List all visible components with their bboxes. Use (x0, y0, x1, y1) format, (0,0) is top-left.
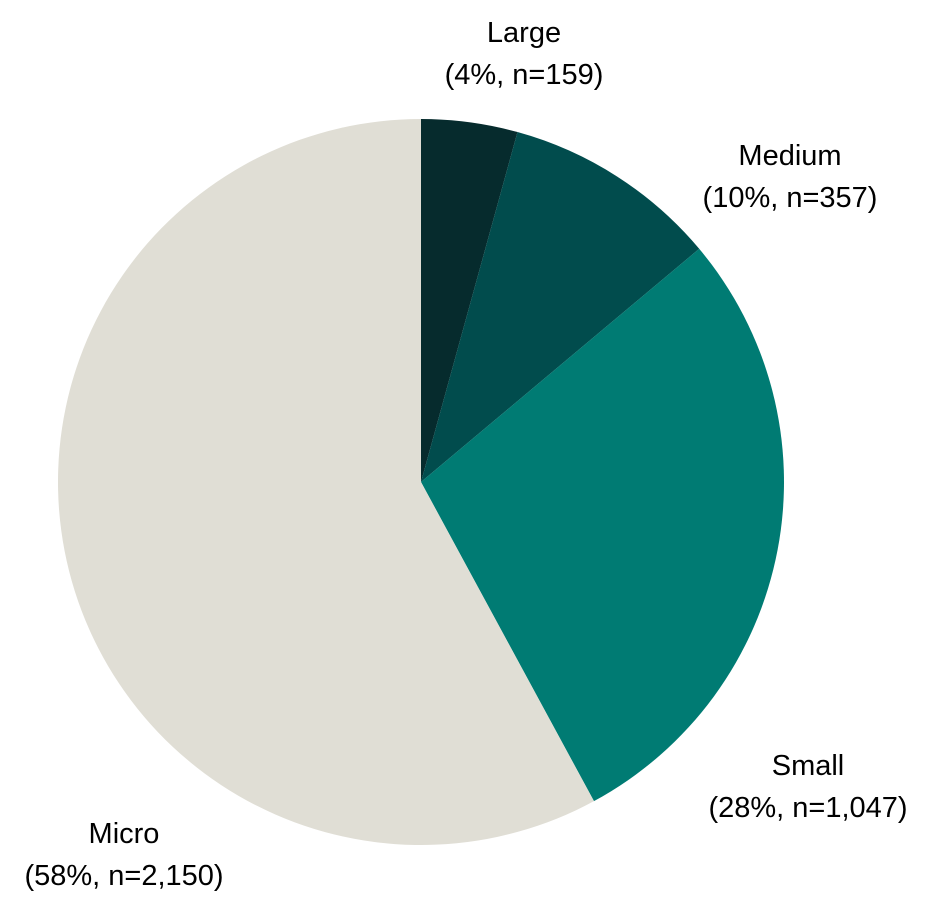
label-medium-detail: (10%, n=357) (703, 182, 878, 214)
label-small: Small (28%, n=1,047) (708, 750, 907, 824)
label-large-name: Large (487, 17, 561, 49)
pie-slices (57, 119, 784, 845)
label-micro-detail: (58%, n=2,150) (24, 860, 223, 892)
slice-micro (57, 119, 594, 845)
label-large-detail: (4%, n=159) (445, 59, 604, 91)
label-micro: Micro (58%, n=2,150) (24, 818, 223, 892)
slice-medium (421, 132, 700, 482)
label-medium-name: Medium (738, 140, 841, 172)
label-micro-name: Micro (89, 818, 160, 850)
slice-small (421, 248, 784, 802)
slice-large (421, 119, 518, 482)
label-medium: Medium (10%, n=357) (703, 140, 878, 214)
label-small-name: Small (772, 750, 845, 782)
label-large: Large (4%, n=159) (445, 17, 604, 91)
label-small-detail: (28%, n=1,047) (708, 792, 907, 824)
